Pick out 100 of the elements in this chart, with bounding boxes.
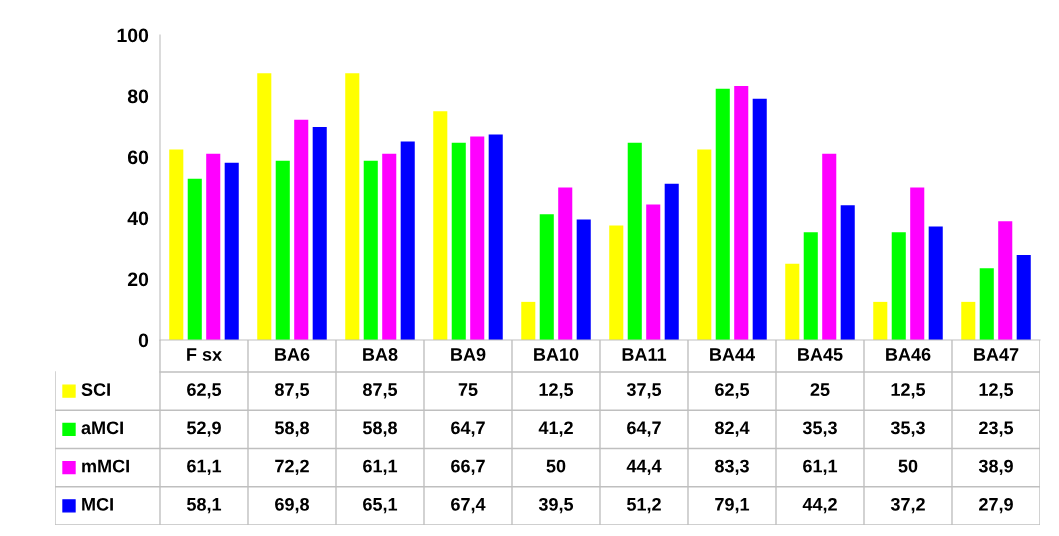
- bar: [521, 301, 536, 340]
- data-label: 23,5: [979, 421, 1014, 437]
- data-label: 61,1: [363, 459, 398, 476]
- bar: [609, 225, 624, 340]
- bar: [1016, 254, 1031, 340]
- data-label: 37,2: [890, 497, 925, 514]
- bar: [627, 142, 642, 340]
- data-label: 50: [898, 459, 918, 473]
- data-label: 64,7: [627, 421, 661, 437]
- bar: [312, 127, 327, 340]
- data-label: 50: [546, 459, 566, 473]
- data-label: 12,5: [539, 383, 574, 399]
- y-tick-label: 60: [127, 150, 149, 165]
- data-label: 58,8: [362, 421, 398, 437]
- bar: [752, 98, 767, 340]
- bar: [840, 205, 855, 340]
- data-label: 82,4: [715, 421, 750, 437]
- bar: [294, 119, 309, 340]
- data-label: 72,2: [275, 459, 309, 476]
- x-tick-label: BA44: [710, 348, 755, 361]
- x-tick-label: BA11: [622, 348, 667, 361]
- bar: [382, 153, 397, 340]
- data-label: 12,5: [979, 383, 1014, 399]
- data-label: 35,3: [890, 421, 925, 437]
- data-label: 75: [458, 383, 478, 396]
- bar: [539, 214, 554, 340]
- bar: [664, 183, 679, 340]
- bar: [785, 263, 800, 340]
- bar: [363, 160, 378, 340]
- bar: [187, 178, 202, 340]
- data-label: 39,5: [538, 497, 574, 514]
- bar: [470, 136, 485, 340]
- bar: [928, 226, 943, 340]
- bar: [646, 204, 661, 340]
- bar: [257, 73, 272, 340]
- data-label: 51,2: [626, 497, 661, 514]
- bar: [169, 149, 184, 340]
- legend-label: MCI: [82, 497, 113, 511]
- y-tick-label: 100: [117, 28, 149, 43]
- data-label: 35,3: [802, 421, 837, 437]
- bar: [961, 301, 976, 340]
- x-tick-label: BA46: [886, 348, 931, 361]
- bar: [998, 221, 1013, 340]
- bar: [734, 85, 749, 340]
- data-label: 83,3: [715, 459, 749, 476]
- y-tick-label: 40: [127, 211, 149, 226]
- bar: [400, 141, 415, 340]
- bar: [979, 268, 994, 340]
- legend-label: aMCI: [81, 421, 123, 435]
- data-label: 62,5: [715, 383, 750, 399]
- x-tick-label: BA10: [534, 348, 579, 361]
- data-label: 87,5: [275, 383, 310, 399]
- bar: [910, 187, 925, 340]
- data-label: 66,7: [451, 459, 485, 476]
- data-label: 58,1: [186, 497, 222, 514]
- bar: [697, 149, 712, 340]
- bar: [275, 160, 290, 340]
- data-label: 65,1: [363, 497, 398, 514]
- data-label: 12,5: [891, 383, 926, 399]
- data-label: 52,9: [186, 421, 221, 437]
- x-tick-label: F sx: [187, 348, 222, 361]
- bar: [891, 232, 906, 340]
- data-label: 79,1: [715, 497, 750, 514]
- bar: [488, 134, 503, 340]
- x-tick-label: BA47: [974, 348, 1019, 361]
- bar: [803, 232, 818, 340]
- data-label: 44,2: [802, 497, 837, 514]
- bar: [873, 301, 888, 340]
- data-label: 69,8: [275, 497, 310, 514]
- data-label: 67,4: [451, 497, 486, 514]
- bar: [558, 187, 573, 340]
- data-label: 27,9: [979, 497, 1013, 514]
- y-tick-label: 20: [127, 272, 149, 287]
- bar: [451, 142, 466, 340]
- bar: [576, 219, 591, 340]
- bar: [715, 88, 730, 340]
- data-label: 25: [810, 383, 830, 396]
- bar: [345, 73, 360, 340]
- x-tick-label: BA9: [451, 348, 486, 361]
- y-tick-label: 80: [127, 89, 149, 104]
- data-label: 44,4: [626, 459, 662, 476]
- legend-label: SCI: [81, 383, 110, 396]
- legend-label: mMCI: [82, 459, 129, 473]
- x-tick-label: BA45: [798, 348, 843, 361]
- bar: [433, 111, 448, 340]
- bar: [206, 153, 221, 340]
- data-label: 64,7: [451, 421, 485, 437]
- y-tick-label: 0: [138, 333, 149, 348]
- data-label: 62,5: [187, 383, 222, 399]
- bar: [822, 153, 837, 340]
- data-label: 87,5: [363, 383, 398, 399]
- data-label: 41,2: [538, 421, 573, 437]
- data-label: 38,9: [978, 459, 1013, 476]
- data-label: 58,8: [274, 421, 310, 437]
- x-tick-label: BA6: [275, 348, 310, 361]
- x-tick-label: BA8: [363, 348, 398, 361]
- data-label: 61,1: [803, 459, 838, 476]
- bar: [224, 162, 239, 340]
- data-label: 61,1: [187, 459, 222, 476]
- data-label: 37,5: [626, 383, 662, 399]
